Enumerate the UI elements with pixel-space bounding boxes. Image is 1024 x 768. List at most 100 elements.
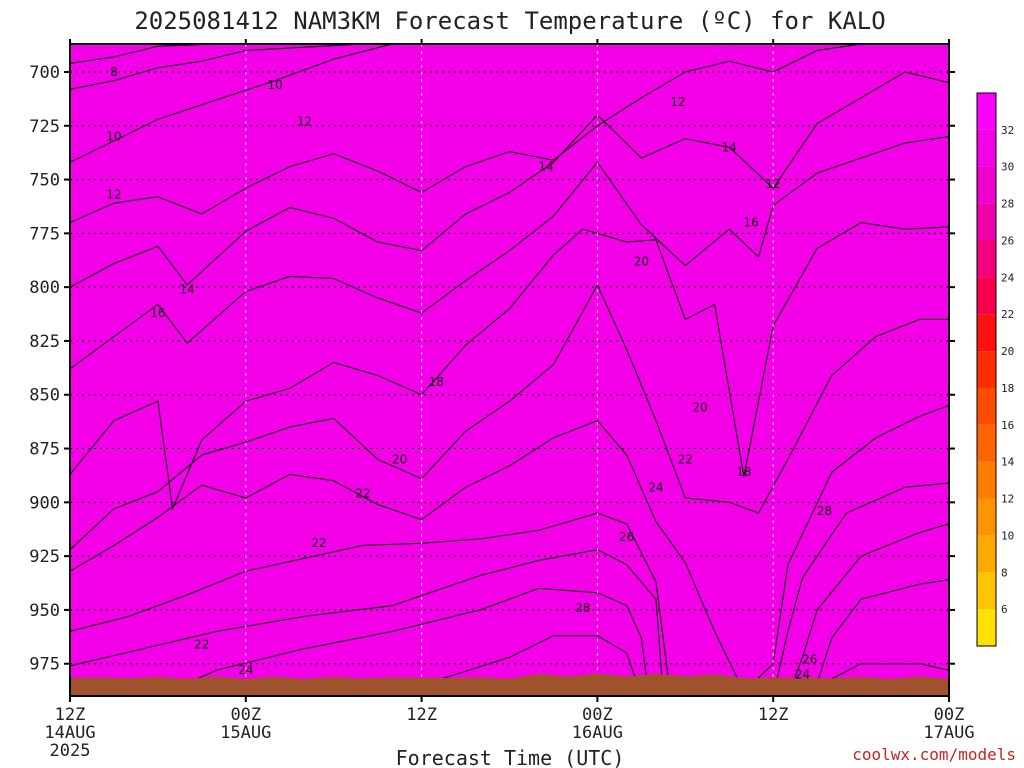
colorbar: 6 8 10 12 14 16 18 20 22 24 26 28 30 32	[976, 92, 1015, 647]
temperature-bands	[70, 44, 949, 696]
colorbar-frame	[976, 92, 997, 647]
colorbar-tick-label: 12	[1001, 493, 1014, 506]
colorbar-segment	[977, 277, 996, 315]
y-tick-label: 875	[29, 440, 60, 460]
colorbar-segment	[977, 129, 996, 167]
colorbar-tick-label: 24	[1001, 271, 1015, 284]
colorbar-segment	[977, 609, 996, 646]
isotherm-line-8	[70, 405, 949, 693]
contour-label: 24	[648, 480, 663, 494]
isotherm-line-2	[70, 44, 949, 163]
contour-label: 24	[795, 668, 810, 682]
contour-label: 26	[802, 652, 817, 666]
colorbar-segment	[977, 535, 996, 573]
y-tick-label: 725	[29, 117, 60, 137]
colorbar-segment	[977, 203, 996, 241]
contour-label: 14	[722, 140, 737, 154]
colorbar-segment	[977, 424, 996, 462]
x-tick-label: 12Z	[758, 705, 789, 725]
colorbar-tick-label: 30	[1001, 161, 1014, 174]
isotherm-line-7	[70, 284, 949, 551]
contour-label: 10	[106, 130, 121, 144]
temperature-band-13	[70, 44, 949, 696]
isotherm-line-1	[70, 44, 949, 90]
colorbar-segment	[977, 387, 996, 425]
contour-label: 12	[670, 95, 685, 109]
contour-label: 16	[744, 216, 759, 230]
y-tick-label: 975	[29, 655, 60, 675]
contour-label: 20	[634, 254, 649, 268]
colorbar-segment	[977, 498, 996, 536]
colorbar-segment	[977, 572, 996, 610]
y-tick-label: 950	[29, 601, 60, 621]
contour-label: 28	[575, 601, 590, 615]
isotherm-line-4	[70, 71, 949, 288]
contour-label: 14	[538, 160, 553, 174]
credit-text: coolwx.com/models	[852, 745, 1016, 764]
contour-label: 16	[150, 306, 165, 320]
colorbar-segment	[977, 351, 996, 388]
contour-label: 18	[429, 375, 444, 389]
contour-label: 14	[180, 282, 195, 296]
y-tick-label: 925	[29, 547, 60, 567]
colorbar-tick-label: 20	[1001, 345, 1014, 358]
ground-surface	[70, 673, 949, 696]
plot-area	[70, 44, 949, 696]
x-tick-label: 12Z 14AUG 2025	[44, 705, 95, 761]
colorbar-segment	[977, 166, 996, 204]
contour-label: 12	[766, 177, 781, 191]
isotherm-line-10	[70, 523, 949, 696]
colorbar-tick-label: 22	[1001, 308, 1014, 321]
colorbar-tick-label: 8	[1001, 566, 1008, 579]
contour-label: 12	[106, 188, 121, 202]
contour-label: 22	[355, 487, 370, 501]
colorbar-segment	[977, 93, 996, 130]
colorbar-tick-label: 26	[1001, 235, 1014, 248]
contour-label: 22	[678, 452, 693, 466]
isotherm-line-5	[70, 136, 949, 370]
contour-labels: 8 10 10 12 12 14 12 14 12 16 20 14 16 18 20 20 22 24 18 22 2…	[106, 65, 832, 682]
contour-label: 22	[194, 637, 209, 651]
chart-title: 2025081412 NAM3KM Forecast Temperature (…	[134, 7, 885, 35]
x-tick-label: 12Z	[406, 705, 437, 725]
x-tick-label: 00Z 17AUG	[923, 705, 974, 743]
y-tick-label: 850	[29, 386, 60, 406]
isotherm-line-3	[70, 44, 949, 224]
contour-label: 8	[110, 65, 118, 79]
y-tick-label: 775	[29, 224, 60, 244]
grid-lines	[70, 44, 949, 696]
contour-label: 10	[267, 78, 282, 92]
y-tick-label: 825	[29, 332, 60, 352]
colorbar-segment	[977, 240, 996, 278]
x-axis-ticks: 12Z 14AUG 2025 00Z 15AUG 12Z 00Z 16AUG 12Z 00Z 17A…	[44, 39, 975, 761]
x-axis-label: Forecast Time (UTC)	[396, 746, 625, 768]
x-tick-label: 00Z 16AUG	[572, 705, 623, 743]
y-tick-label: 700	[29, 63, 60, 83]
y-tick-label: 900	[29, 493, 60, 513]
colorbar-tick-label: 18	[1001, 382, 1014, 395]
contour-label: 12	[297, 115, 312, 129]
contour-label: 24	[238, 663, 253, 677]
colorbar-tick-label: 16	[1001, 419, 1014, 432]
y-axis-ticks: 700 725 750 775 800 825 850 875 900 925 950 975	[29, 63, 955, 675]
y-tick-label: 750	[29, 171, 60, 191]
contour-label: 20	[392, 452, 407, 466]
plot-frame	[69, 43, 950, 697]
y-tick-label: 800	[29, 278, 60, 298]
colorbar-tick-label: 6	[1001, 603, 1008, 616]
x-tick-label: 00Z 15AUG	[220, 705, 271, 743]
isotherm-line-0	[70, 44, 949, 64]
colorbar-tick-label: 14	[1001, 456, 1015, 469]
contour-label: 28	[817, 504, 832, 518]
colorbar-segment	[977, 314, 996, 352]
contour-label: 18	[736, 465, 751, 479]
contour-label: 20	[692, 401, 707, 415]
contour-label: 22	[311, 536, 326, 550]
colorbar-tick-label: 10	[1001, 529, 1014, 542]
colorbar-tick-label: 28	[1001, 198, 1014, 211]
isotherm-line-11	[70, 579, 949, 696]
colorbar-tick-label: 32	[1001, 124, 1014, 137]
colorbar-segment	[977, 461, 996, 499]
contour-label: 26	[619, 530, 634, 544]
